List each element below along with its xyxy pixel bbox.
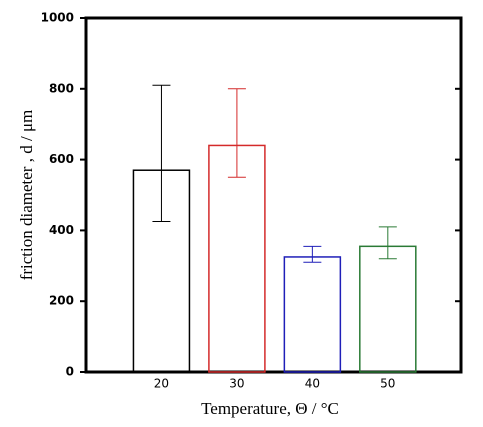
y-tick-label: 800 [49, 81, 74, 95]
y-axis-label: friction diameter , d / μm [17, 110, 36, 281]
y-tick-label: 0 [66, 365, 74, 379]
y-tick-label: 400 [49, 223, 74, 237]
y-tick-label: 1000 [41, 11, 74, 25]
x-tick-label: 40 [305, 377, 320, 391]
bar [359, 245, 417, 373]
plot-frame [84, 16, 463, 374]
y-tick-label: 200 [49, 294, 74, 308]
bar [208, 144, 266, 373]
bar [283, 256, 342, 373]
x-tick-label: 20 [154, 377, 169, 391]
x-tick-label: 30 [229, 377, 244, 391]
x-tick-label: 50 [380, 377, 395, 391]
x-axis-label: Temperature, Θ / °C [201, 399, 339, 418]
y-tick-label: 600 [49, 152, 74, 166]
